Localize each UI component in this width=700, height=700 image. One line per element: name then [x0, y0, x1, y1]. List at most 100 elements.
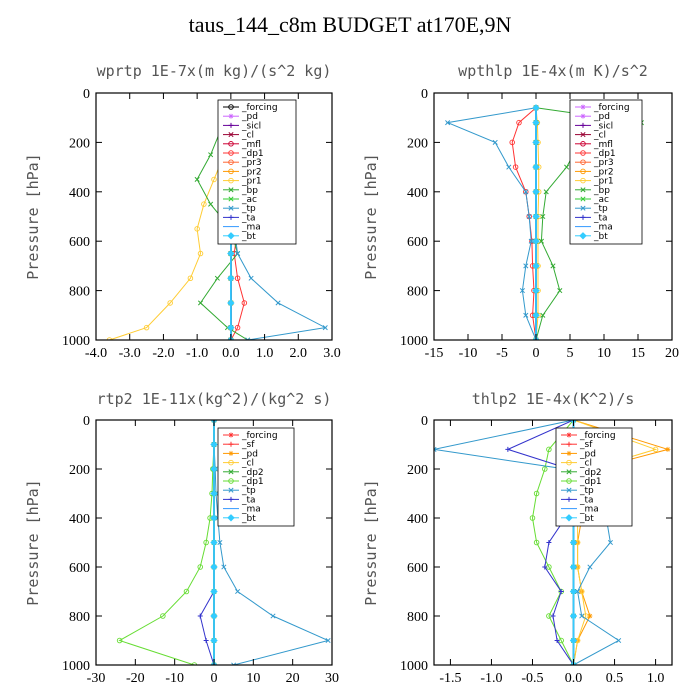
x-tick-label: 30 [325, 671, 339, 686]
y-axis-label: Pressure [hPa] [362, 153, 380, 279]
legend: _forcing_sf_pd_cl_dp2_dp1_tp_ta_ma_bt [555, 427, 633, 527]
legend-label: _tp [241, 204, 256, 214]
x-tick-label: -2.0 [152, 346, 174, 361]
legend-label: _forcing [579, 431, 616, 441]
x-tick-label: 15 [631, 346, 645, 361]
legend-label: _pd [241, 449, 258, 459]
x-tick-label: 0 [533, 346, 540, 361]
x-tick-label: 1.0 [256, 346, 274, 361]
data-point-pr1 [197, 250, 204, 257]
data-point-bp [543, 189, 549, 195]
data-point-bt [227, 249, 235, 258]
y-tick-label: 800 [69, 285, 90, 300]
data-point-bp [208, 152, 214, 158]
legend-label: _dp2 [241, 468, 264, 478]
legend-label: _dp1 [241, 149, 264, 159]
legend-marker [228, 432, 234, 438]
panel-title: wpthlp 1E-4x(m K)/s^2 [458, 62, 648, 80]
legend-label: _forcing [241, 431, 278, 441]
legend-marker [566, 496, 572, 502]
x-tick-label: -10 [165, 671, 184, 686]
x-tick-label: -20 [126, 671, 145, 686]
data-point-dp1 [546, 446, 552, 453]
legend-label: _pr2 [593, 167, 614, 177]
data-point-tp [526, 213, 532, 220]
legend-label: _dp2 [579, 468, 602, 478]
legend-label: _mfl [241, 140, 261, 150]
data-point-tp [528, 238, 534, 244]
x-tick-label: -1.0 [186, 346, 208, 361]
y-tick-label: 200 [69, 463, 90, 478]
legend-marker [228, 441, 234, 447]
legend-label: _tp [241, 486, 256, 496]
data-point-tp [579, 613, 585, 619]
legend-label: _sf [241, 440, 255, 450]
data-point-bt [210, 489, 218, 498]
legend-label: _ac [241, 195, 257, 205]
legend-marker [228, 469, 234, 475]
data-point-bt [532, 104, 540, 112]
series-group [445, 104, 644, 340]
legend-marker [566, 441, 572, 447]
legend-label: _pd [593, 112, 610, 122]
series-group [434, 420, 671, 665]
data-point-bt [532, 118, 540, 127]
legend-label: _sf [579, 440, 593, 450]
data-point-tp [275, 300, 281, 306]
data-point-tp [587, 564, 593, 570]
data-point-dp1 [542, 466, 548, 472]
x-tick-label: 3.0 [323, 346, 341, 361]
data-point-bt [569, 636, 578, 645]
data-point-dp1 [512, 164, 519, 170]
data-point-tp [235, 588, 241, 595]
data-point-tp [434, 446, 437, 452]
data-point-tp [235, 250, 241, 257]
legend-marker [227, 514, 235, 522]
data-point-bp [194, 176, 200, 183]
data-point-dp1 [183, 588, 190, 595]
legend-marker [228, 205, 234, 211]
data-point-dp1 [533, 539, 540, 546]
data-point-ta [558, 589, 564, 594]
x-tick-label: -4.0 [85, 346, 107, 361]
legend-label: _bt [241, 514, 256, 524]
x-tick-label: -1.0 [480, 671, 502, 686]
legend-box [569, 99, 643, 245]
data-point-dp1 [516, 119, 522, 126]
data-point-tp [616, 637, 622, 644]
legend-label: _ma [241, 505, 261, 515]
plot-frame [433, 419, 673, 666]
y-tick-label: 0 [421, 414, 428, 429]
data-point-bt [532, 286, 540, 295]
x-tick-label: -3.0 [119, 346, 141, 361]
data-point-tp [325, 637, 331, 644]
y-tick-label: 400 [407, 186, 428, 201]
data-point-tp [221, 564, 227, 570]
legend-marker [228, 487, 234, 493]
legend-marker [566, 469, 572, 475]
legend-label: _mfl [593, 140, 613, 150]
legend-marker [228, 187, 234, 193]
y-tick-label: 800 [69, 610, 90, 625]
legend-label: _dp1 [579, 477, 602, 487]
legend-marker [228, 496, 234, 502]
legend-marker [580, 159, 586, 165]
data-point-ta [550, 613, 556, 619]
data-point-bt [532, 163, 540, 171]
data-point-dp1 [191, 662, 198, 665]
x-tick-label: -5 [496, 346, 508, 361]
legend-label: _bp [241, 186, 258, 196]
legend-marker [580, 132, 586, 138]
data-point-bt [569, 587, 578, 596]
y-tick-label: 200 [69, 136, 90, 151]
x-tick-label: 20 [665, 346, 679, 361]
data-point-bp [208, 201, 214, 207]
panel-title: wprtp 1E-7x(m kg)/(s^2 kg) [97, 62, 332, 80]
data-point-tp [445, 120, 451, 126]
legend-label: _forcing [241, 103, 278, 113]
legend-label: _dp1 [593, 149, 616, 159]
data-point-pr1 [167, 300, 173, 306]
y-tick-label: 400 [407, 512, 428, 527]
legend-label: _ta [241, 213, 256, 223]
legend-marker [228, 141, 234, 147]
